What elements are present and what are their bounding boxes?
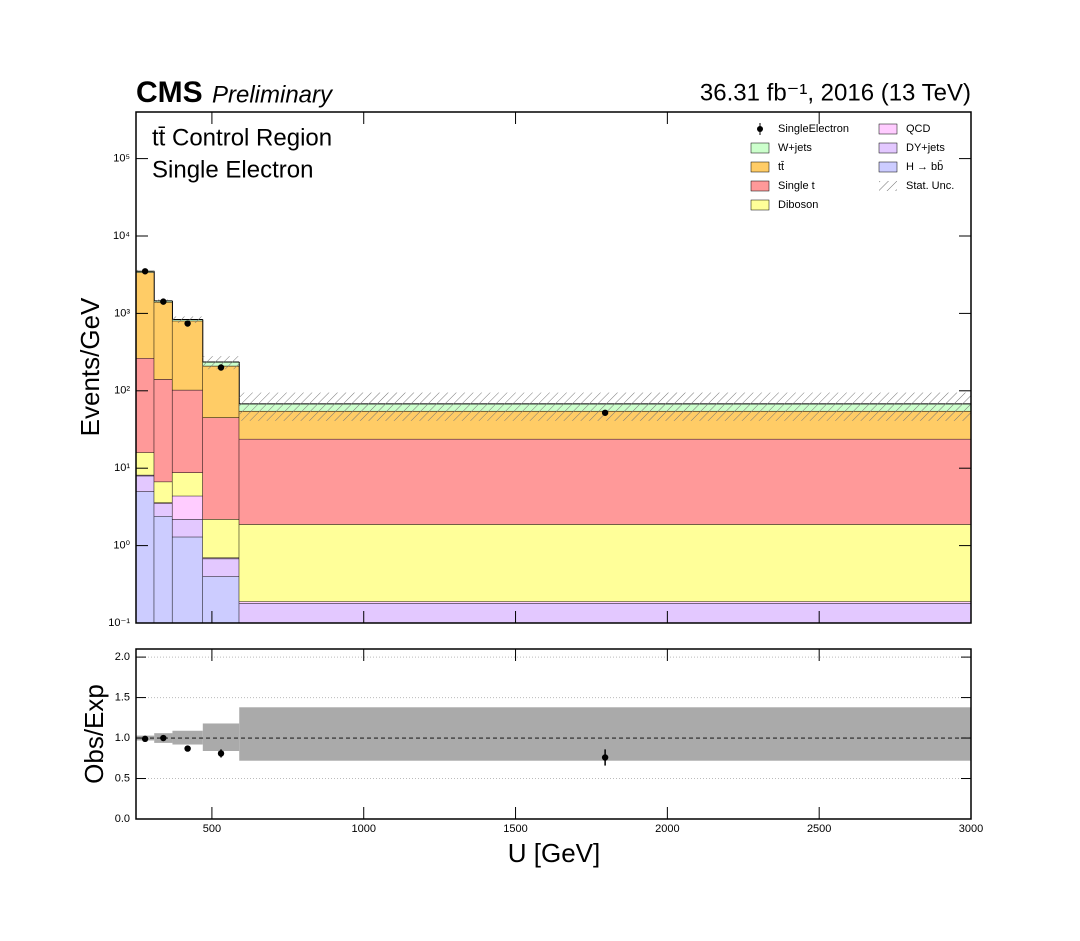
y-tick-label: 0.5: [115, 772, 130, 784]
ratio-point: [160, 734, 167, 742]
x-tick-label: 1000: [351, 823, 375, 835]
data-point: [160, 298, 167, 305]
data-point: [184, 320, 191, 327]
legend-swatch: [879, 181, 897, 191]
stack-segment: [239, 524, 971, 602]
y-tick-label: 10²: [114, 385, 130, 397]
stack-segment: [136, 452, 155, 475]
stat-unc-band: [239, 392, 971, 421]
stack-segment: [172, 389, 203, 473]
ratio-axis-title: Obs/Exp: [79, 684, 109, 784]
ratio-frame: [135, 648, 972, 820]
y-tick-label: 10⁻¹: [108, 617, 130, 629]
stack-segment: [239, 603, 971, 623]
x-axis-title: U [GeV]: [508, 838, 600, 868]
data-point: [141, 268, 149, 275]
x-tick-label: 2500: [807, 823, 831, 835]
legend-label: W+jets: [778, 142, 812, 154]
ratio-plot: [136, 656, 971, 819]
legend-label: Single t: [778, 180, 815, 192]
channel-label: Single Electron: [152, 156, 313, 183]
x-tick-label: 3000: [959, 823, 983, 835]
ratio-point: [141, 735, 149, 743]
legend-label: H → bb̄: [906, 160, 943, 173]
stack-segment: [154, 302, 173, 380]
stack-segment: [136, 272, 155, 359]
y-axis-title: Events/GeV: [75, 297, 105, 436]
legend-swatch: [750, 161, 770, 173]
plot-frame: [135, 111, 972, 624]
y-tick-label: 10⁴: [113, 230, 130, 242]
stat-unc-band: [202, 356, 240, 370]
stack-segment: [202, 519, 240, 558]
y-tick-label: 2.0: [115, 651, 130, 663]
stack-segment: [172, 472, 203, 496]
data-point: [601, 409, 609, 416]
ratio-point: [601, 754, 609, 761]
stack-segment: [154, 481, 173, 503]
legend-swatch: [750, 180, 770, 192]
stack-segment: [154, 379, 173, 482]
stack-segment: [172, 536, 203, 623]
legend-label: QCD: [906, 123, 931, 135]
lumi-label: 36.31 fb⁻¹, 2016 (13 TeV): [700, 79, 971, 106]
legend-swatch: [878, 142, 898, 154]
x-tick-label: 2000: [655, 823, 679, 835]
y-tick-label: 1.0: [115, 732, 130, 744]
stack-segment: [172, 320, 203, 390]
ratio-point: [184, 745, 191, 752]
stack-segment: [136, 491, 155, 623]
stack-segment: [239, 438, 971, 525]
legend-label: SingleElectron: [778, 123, 849, 135]
stack-segment: [154, 516, 173, 623]
stack-segment: [202, 365, 240, 418]
y-tick-label: 10⁰: [113, 540, 130, 552]
legend-swatch: [878, 123, 898, 135]
main-plot: [136, 268, 971, 623]
ratio-point: [217, 750, 225, 757]
legend-label: Diboson: [778, 199, 818, 211]
legend-swatch: [750, 199, 770, 211]
axes: 10⁻¹ 10⁰ 10¹ 10² 10³ 10⁴ 10⁵ SingleElectron W+je…: [108, 111, 983, 835]
stack-segment: [136, 475, 155, 492]
legend-label: DY+jets: [906, 142, 945, 154]
stack-segment: [239, 601, 971, 604]
stack-segment: [202, 558, 240, 577]
stack-segment: [202, 576, 240, 623]
legend-label: Stat. Unc.: [906, 180, 954, 192]
legend-swatch: [878, 161, 898, 173]
stack-segment: [136, 358, 155, 453]
preliminary-label: Preliminary: [212, 81, 334, 108]
region-label: tt̄ Control Region: [152, 124, 332, 151]
stack-segment: [172, 519, 203, 537]
stack-segment: [202, 417, 240, 520]
y-tick-label: 10⁵: [113, 153, 130, 165]
stack-segment: [172, 495, 203, 520]
y-tick-label: 0.0: [115, 813, 130, 825]
legend-label: tt̄: [778, 161, 784, 173]
x-tick-label: 1500: [503, 823, 527, 835]
x-tick-label: 500: [203, 823, 221, 835]
cms-label: CMS: [136, 76, 203, 109]
stack-segment: [154, 503, 173, 517]
y-tick-label: 10¹: [114, 462, 130, 474]
legend-swatch: [750, 142, 770, 154]
data-point: [217, 364, 225, 371]
y-tick-label: 1.5: [115, 691, 130, 703]
ratio-band: [202, 723, 240, 751]
ratio-band: [172, 730, 203, 745]
stat-unc-band: [172, 316, 203, 323]
y-tick-label: 10³: [114, 307, 130, 319]
